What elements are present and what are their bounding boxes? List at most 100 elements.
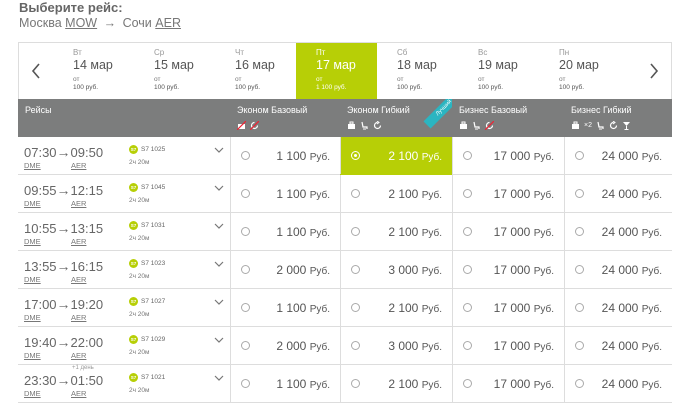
arrival-airport[interactable]: AER (71, 313, 87, 322)
fare-radio[interactable] (351, 265, 360, 274)
fare-radio[interactable] (463, 189, 472, 198)
fare-radio[interactable] (463, 227, 472, 236)
fare-radio[interactable] (575, 379, 584, 388)
fare-option[interactable]: 1 100 Руб. (230, 137, 340, 175)
date-option[interactable]: Чт 16 мар от 100 руб. (215, 43, 296, 99)
fare-option[interactable]: 24 000 Руб. (564, 137, 672, 175)
date-option[interactable]: Пт 17 мар от 1 100 руб. (296, 43, 377, 99)
fare-radio[interactable] (351, 303, 360, 312)
fare-option[interactable]: 2 100 Руб. (340, 137, 452, 175)
fare-radio[interactable] (351, 189, 360, 198)
fare-option[interactable]: 3 000 Руб. (340, 251, 452, 289)
fare-radio[interactable] (241, 303, 250, 312)
departure-airport[interactable]: DME (24, 389, 41, 398)
fare-radio[interactable] (463, 341, 472, 350)
fare-radio[interactable] (463, 265, 472, 274)
column-divider (340, 327, 341, 364)
chevron-down-icon[interactable] (214, 222, 224, 230)
fare-option[interactable]: 17 000 Руб. (452, 365, 564, 403)
fare-price: 1 100 Руб. (276, 377, 330, 391)
fare-option[interactable]: 2 100 Руб. (340, 289, 452, 327)
currency-label: Руб. (309, 304, 330, 315)
dest-code[interactable]: AER (155, 16, 181, 30)
fare-option[interactable]: 2 100 Руб. (340, 175, 452, 213)
fare-option[interactable]: 24 000 Руб. (564, 327, 672, 365)
fare-option[interactable]: 17 000 Руб. (452, 175, 564, 213)
flight-info[interactable]: 07:30→09:50 DME AER S7 S7 1025 2ч 20м (18, 137, 230, 175)
date-option[interactable]: Ср 15 мар от 100 руб. (134, 43, 215, 99)
fare-option[interactable]: 24 000 Руб. (564, 251, 672, 289)
fare-radio[interactable] (575, 151, 584, 160)
date-option[interactable]: Сб 18 мар от 100 руб. (377, 43, 458, 99)
fare-radio[interactable] (351, 227, 360, 236)
arrival-airport[interactable]: AER (71, 199, 87, 208)
fare-option[interactable]: 17 000 Руб. (452, 327, 564, 365)
date-option[interactable]: Пн 20 мар от 100 руб. (539, 43, 620, 99)
fare-radio[interactable] (463, 151, 472, 160)
fare-radio[interactable] (241, 189, 250, 198)
fare-option[interactable]: 17 000 Руб. (452, 251, 564, 289)
fare-option[interactable]: 2 100 Руб. (340, 213, 452, 251)
fare-option[interactable]: 24 000 Руб. (564, 289, 672, 327)
fare-option[interactable]: 1 100 Руб. (230, 213, 340, 251)
fare-option[interactable]: 1 100 Руб. (230, 289, 340, 327)
arrival-airport[interactable]: AER (71, 389, 87, 398)
fare-radio[interactable] (575, 341, 584, 350)
prev-dates-button[interactable] (19, 43, 53, 99)
departure-airport[interactable]: DME (24, 275, 41, 284)
fare-radio[interactable] (575, 265, 584, 274)
chevron-down-icon[interactable] (214, 146, 224, 154)
fare-radio[interactable] (575, 189, 584, 198)
arrival-airport[interactable]: AER (71, 237, 87, 246)
fare-radio[interactable] (351, 379, 360, 388)
currency-label: Руб. (641, 152, 662, 163)
fare-option[interactable]: 3 000 Руб. (340, 327, 452, 365)
fare-radio[interactable] (241, 227, 250, 236)
chevron-down-icon[interactable] (214, 298, 224, 306)
flight-info[interactable]: 10:55→13:15 DME AER S7 S7 1031 2ч 20м (18, 213, 230, 251)
fare-option[interactable]: 24 000 Руб. (564, 175, 672, 213)
chevron-down-icon[interactable] (214, 184, 224, 192)
fare-option[interactable]: 17 000 Руб. (452, 289, 564, 327)
fare-option[interactable]: 24 000 Руб. (564, 213, 672, 251)
fare-radio[interactable] (575, 227, 584, 236)
departure-airport[interactable]: DME (24, 199, 41, 208)
departure-airport[interactable]: DME (24, 161, 41, 170)
arrival-airport[interactable]: AER (71, 351, 87, 360)
departure-airport[interactable]: DME (24, 313, 41, 322)
date-option[interactable]: Вс 19 мар от 100 руб. (458, 43, 539, 99)
fare-option[interactable]: 2 000 Руб. (230, 251, 340, 289)
chevron-down-icon[interactable] (214, 336, 224, 344)
flight-info[interactable]: 13:55→16:15 DME AER S7 S7 1023 2ч 20м (18, 251, 230, 289)
fare-radio[interactable] (241, 341, 250, 350)
arrival-airport[interactable]: AER (71, 275, 87, 284)
fare-radio[interactable] (575, 303, 584, 312)
origin-code[interactable]: MOW (65, 16, 98, 30)
fare-option[interactable]: 1 100 Руб. (230, 175, 340, 213)
chevron-down-icon[interactable] (214, 260, 224, 268)
fare-radio[interactable] (241, 265, 250, 274)
flight-info[interactable]: 23:30→01:50 +1 день DME AER S7 S7 1021 2ч 20м (18, 365, 230, 403)
flight-info[interactable]: 17:00→19:20 DME AER S7 S7 1027 2ч 20м (18, 289, 230, 327)
fare-radio[interactable] (351, 151, 360, 160)
fare-radio[interactable] (241, 151, 250, 160)
fare-features (347, 121, 452, 130)
fare-radio[interactable] (351, 341, 360, 350)
flight-info[interactable]: 09:55→12:15 DME AER S7 S7 1045 2ч 20м (18, 175, 230, 213)
fare-option[interactable]: 2 100 Руб. (340, 365, 452, 403)
chevron-down-icon[interactable] (214, 374, 224, 382)
fare-radio[interactable] (463, 303, 472, 312)
date-option[interactable]: Вт 14 мар от 100 руб. (53, 43, 134, 99)
arrival-airport[interactable]: AER (71, 161, 87, 170)
fare-option[interactable]: 17 000 Руб. (452, 137, 564, 175)
fare-option[interactable]: 24 000 Руб. (564, 365, 672, 403)
fare-option[interactable]: 2 000 Руб. (230, 327, 340, 365)
fare-radio[interactable] (463, 379, 472, 388)
departure-airport[interactable]: DME (24, 237, 41, 246)
fare-option[interactable]: 1 100 Руб. (230, 365, 340, 403)
next-dates-button[interactable] (637, 43, 671, 99)
fare-radio[interactable] (241, 379, 250, 388)
departure-airport[interactable]: DME (24, 351, 41, 360)
flight-info[interactable]: 19:40→22:00 DME AER S7 S7 1029 2ч 20м (18, 327, 230, 365)
fare-option[interactable]: 17 000 Руб. (452, 213, 564, 251)
